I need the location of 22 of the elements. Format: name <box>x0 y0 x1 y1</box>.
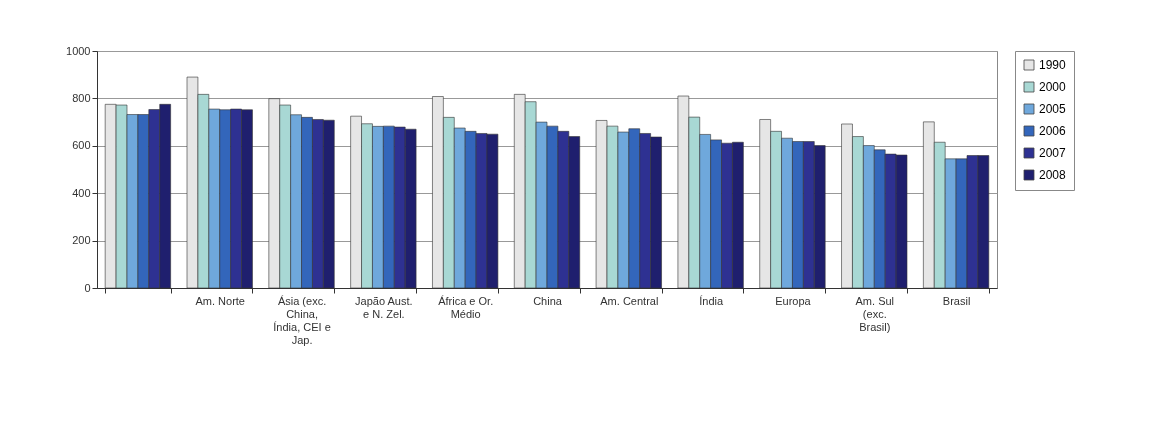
y-tick-label: 0 <box>84 281 91 294</box>
x-tick-label: Am. Sul (exc. Brasil) <box>855 294 895 333</box>
x-tick-label: África e Or. Médio <box>438 294 494 320</box>
legend-label: 2008 <box>1039 168 1067 182</box>
x-tick-label: China <box>533 294 563 307</box>
legend-label: 2000 <box>1039 80 1067 94</box>
legend-label: 2005 <box>1039 102 1067 116</box>
y-tick-label: 800 <box>72 91 91 104</box>
x-tick-label: Am. Norte <box>195 294 245 307</box>
x-tick-label: Europa <box>775 294 812 307</box>
x-tick-label: Ásia (exc. China, Índia, CEI e Jap. <box>273 294 331 346</box>
x-tick-label: Am. Central <box>600 294 659 307</box>
y-tick-label: 200 <box>72 234 91 247</box>
x-tick-label: Japão Aust. e N. Zel. <box>355 294 413 320</box>
legend-label: 2007 <box>1039 146 1067 160</box>
x-tick-label: Brasil <box>942 294 971 307</box>
legend-label: 2006 <box>1039 124 1067 138</box>
legend-label: 1990 <box>1039 58 1067 72</box>
x-tick-label: Índia <box>699 294 724 307</box>
y-tick-label: 400 <box>72 186 91 199</box>
y-tick-label: 600 <box>72 139 91 152</box>
y-tick-label: 1000 <box>66 44 91 57</box>
